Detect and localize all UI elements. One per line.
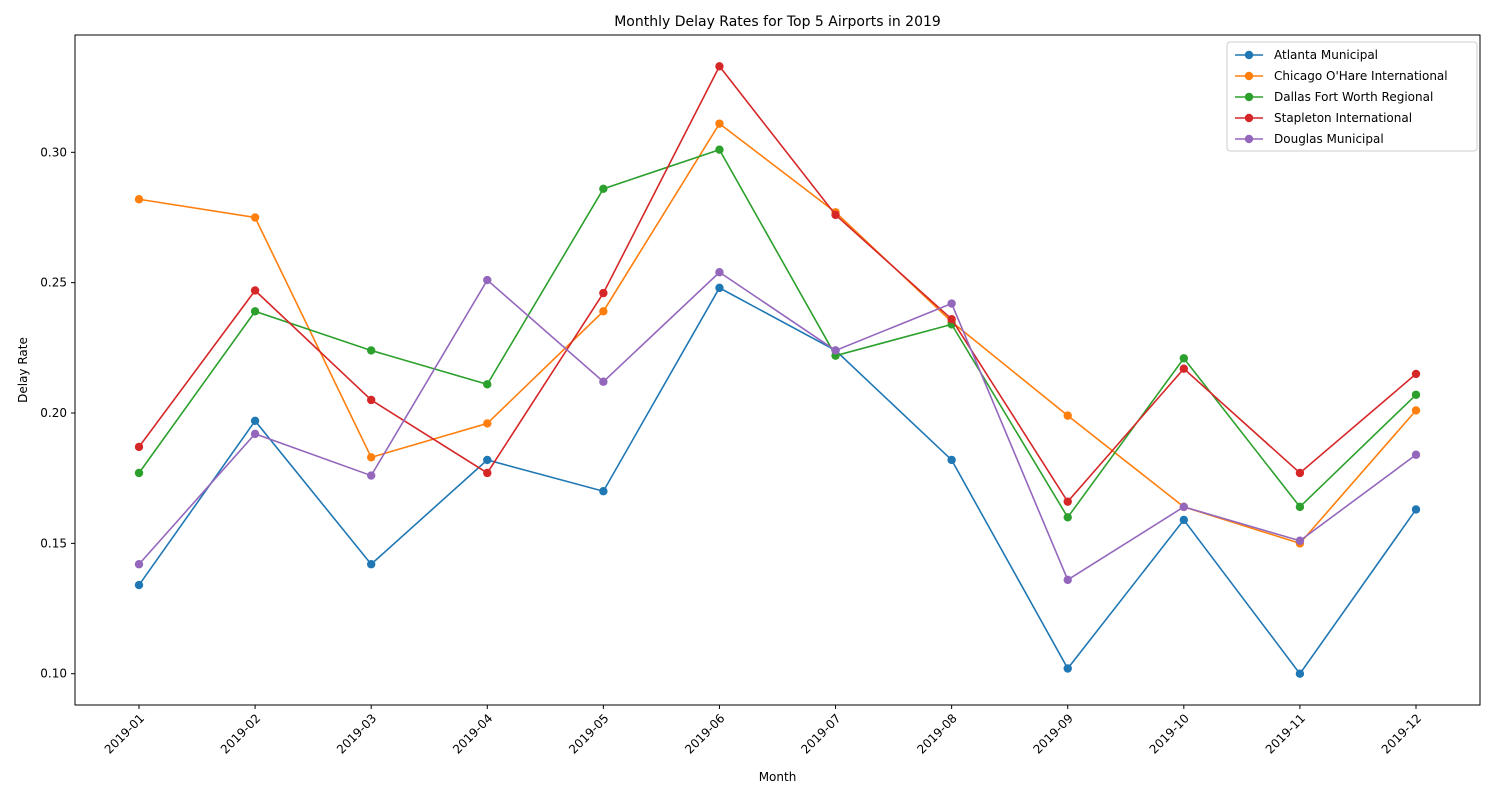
data-point: [250, 429, 260, 439]
series-line: [138, 148, 1417, 519]
y-tick-label: 0.20: [40, 406, 67, 420]
series-0: [134, 283, 1421, 678]
data-point: [715, 268, 724, 277]
data-point: [1411, 505, 1421, 514]
data-point: [483, 455, 492, 465]
y-tick-label: 0.30: [40, 145, 67, 159]
x-tick-label: 2019-04: [450, 711, 495, 756]
data-point: [134, 195, 144, 204]
x-tick-label: 2019-01: [102, 711, 147, 756]
data-point: [250, 416, 260, 426]
data-point: [1063, 664, 1072, 673]
data-point: [366, 346, 376, 355]
plot-frame: [74, 34, 1481, 706]
y-tick-label: 0.25: [40, 276, 67, 290]
data-point: [1411, 450, 1421, 459]
legend-marker: [1244, 134, 1254, 144]
data-point: [134, 468, 144, 478]
x-tick-label: 2019-03: [334, 711, 379, 756]
data-point: [599, 288, 608, 298]
series-line: [138, 286, 1417, 676]
y-tick-label: 0.15: [40, 536, 67, 550]
x-tick-label: 2019-07: [798, 711, 843, 756]
data-point: [366, 395, 376, 405]
series-line: [138, 122, 1417, 545]
data-point: [366, 471, 376, 480]
legend-entry: Atlanta Municipal: [1274, 48, 1378, 62]
data-point: [1063, 513, 1072, 522]
legend: Atlanta Municipal Chicago O'Hare Internat…: [1226, 41, 1478, 152]
data-point: [483, 468, 492, 478]
legend-marker: [1244, 113, 1254, 123]
x-tick-label: 2019-11: [1263, 711, 1308, 756]
x-tick-label: 2019-02: [218, 711, 263, 756]
data-point: [1295, 502, 1305, 512]
data-point: [483, 275, 492, 285]
data-point: [1295, 468, 1305, 478]
x-tick-label: 2019-06: [682, 711, 727, 756]
series-4: [134, 268, 1421, 585]
data-point: [483, 380, 492, 389]
x-tick-label: 2019-08: [914, 711, 959, 756]
data-point: [599, 487, 608, 496]
data-point: [250, 286, 260, 295]
data-point: [1063, 411, 1072, 420]
chart-title: Monthly Delay Rates for Top 5 Airports i…: [614, 14, 941, 30]
data-point: [947, 299, 956, 308]
legend-entry: Douglas Municipal: [1274, 132, 1384, 146]
data-point: [1295, 669, 1305, 678]
data-point: [599, 307, 608, 316]
x-tick-label: 2019-10: [1147, 711, 1192, 756]
y-tick-label: 0.10: [40, 667, 67, 681]
series-3: [134, 62, 1421, 506]
data-point: [715, 283, 724, 293]
data-point: [715, 119, 724, 128]
data-point: [599, 377, 608, 386]
data-point: [599, 184, 608, 194]
y-axis-label: Delay Rate: [16, 337, 30, 403]
x-axis-label: Month: [759, 770, 797, 784]
data-point: [134, 560, 144, 569]
data-point: [715, 145, 724, 154]
data-point: [1411, 406, 1421, 415]
data-point: [947, 455, 956, 465]
series-line: [138, 64, 1417, 503]
legend-box: [1226, 41, 1478, 152]
legend-entry: Stapleton International: [1274, 111, 1412, 125]
data-point: [1063, 497, 1072, 506]
data-point: [831, 346, 840, 355]
legend-marker: [1244, 71, 1254, 81]
data-point: [134, 442, 144, 452]
data-point: [366, 453, 376, 462]
data-point: [134, 580, 144, 590]
data-point: [831, 210, 840, 220]
data-point: [1179, 354, 1189, 363]
data-point: [1179, 515, 1189, 525]
data-point: [1411, 369, 1421, 379]
series-2: [134, 145, 1421, 522]
data-point: [1295, 536, 1305, 545]
data-point: [483, 419, 492, 428]
legend-entry: Chicago O'Hare International: [1274, 69, 1448, 83]
series-line: [138, 271, 1417, 582]
x-tick-label: 2019-12: [1379, 711, 1424, 756]
x-tick-label: 2019-09: [1030, 711, 1075, 756]
data-point: [1063, 575, 1072, 585]
data-point: [715, 62, 724, 71]
data-point: [947, 314, 956, 324]
legend-marker: [1244, 92, 1254, 102]
legend-marker: [1244, 50, 1254, 60]
series-1: [134, 119, 1421, 548]
data-point: [1179, 502, 1189, 512]
data-point: [1411, 390, 1421, 399]
x-tick-label: 2019-05: [566, 711, 611, 756]
legend-entry: Dallas Fort Worth Regional: [1274, 90, 1433, 104]
data-point: [1179, 364, 1189, 373]
data-point: [250, 307, 260, 316]
data-point: [250, 213, 260, 222]
data-point: [366, 560, 376, 569]
